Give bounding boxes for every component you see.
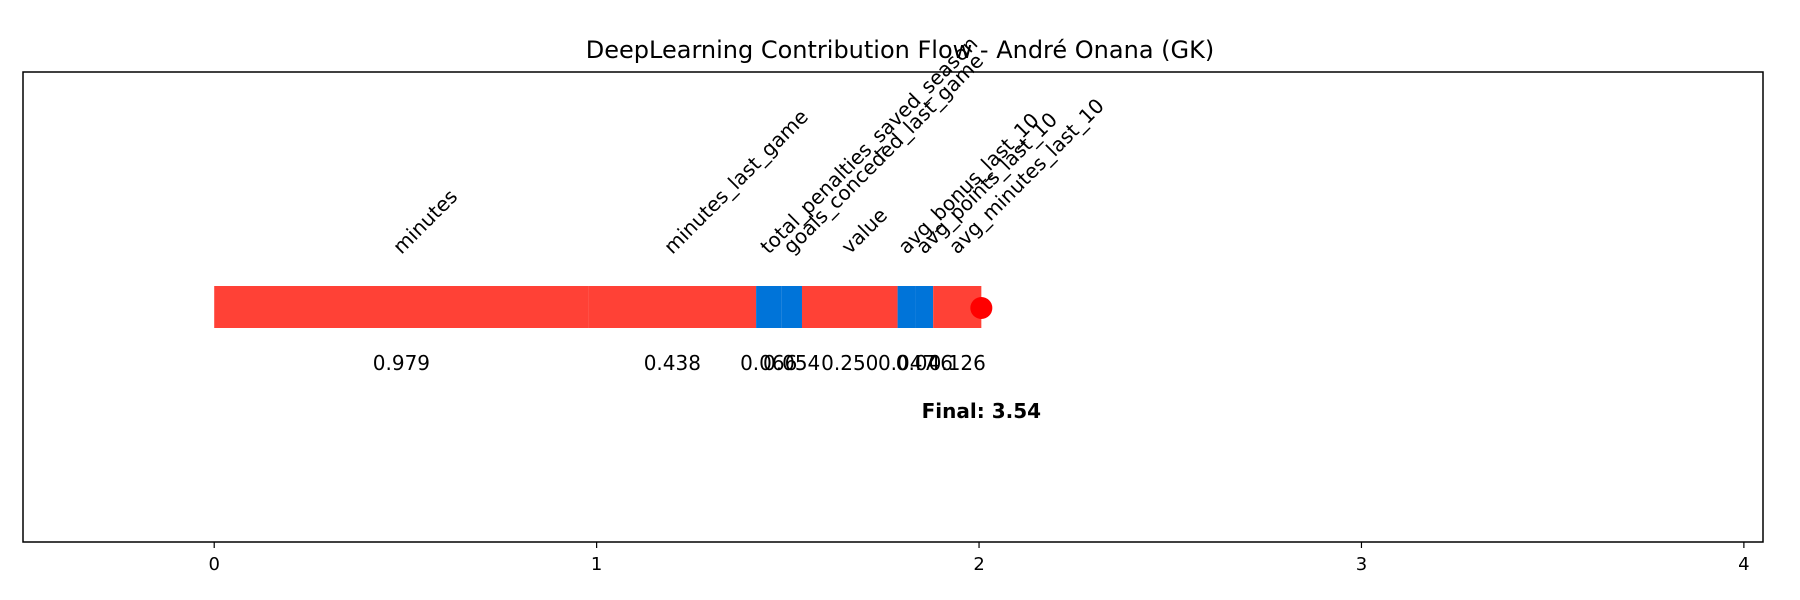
bar-minutes-last-game <box>588 286 757 328</box>
x-tick-label: 2 <box>973 554 984 575</box>
value-label-minutes-last-game: 0.438 <box>644 351 701 375</box>
x-axis-ticks: 0 1 2 3 4 <box>208 542 1750 575</box>
feature-label-avg-points-last-10: avg_points_last_10 <box>911 107 1062 258</box>
chart-title: DeepLearning Contribution Flow - André O… <box>586 36 1214 64</box>
x-tick-label: 0 <box>208 554 219 575</box>
value-label-goals-conceded-last-game: 0.054 <box>763 351 820 375</box>
bar-value <box>801 286 898 328</box>
x-tick-label: 3 <box>1356 554 1367 575</box>
bar-avg-bonus-last-10 <box>897 286 916 328</box>
x-tick-label: 4 <box>1738 554 1749 575</box>
feature-labels-group: minutes minutes_last_gametotal_penalties_… <box>388 31 1109 258</box>
bar-goals-conceded-last-game <box>781 286 802 328</box>
feature-label-minutes: minutes <box>388 184 462 258</box>
bar-minutes <box>214 286 589 328</box>
value-label-value: 0.250 <box>821 351 878 375</box>
value-label-avg-points-last-10: 0.046 <box>896 351 953 375</box>
x-tick-label: 1 <box>591 554 602 575</box>
final-label: Final: 3.54 <box>922 399 1041 423</box>
value-label-avg-bonus-last-10: 0.047 <box>878 351 935 375</box>
plot-frame <box>22 71 1764 543</box>
value-label-minutes: 0.979 <box>373 351 430 375</box>
final-marker <box>970 297 993 319</box>
feature-label-value: value <box>836 203 892 259</box>
value-label-avg-minutes-last-10: 0.126 <box>929 351 986 375</box>
bars-group <box>214 286 982 328</box>
bar-avg-points-last-10 <box>915 286 934 328</box>
bar-total-penalties-saved-season <box>756 286 782 328</box>
value-label-total-penalties-saved-season: 0.066 <box>740 351 797 375</box>
